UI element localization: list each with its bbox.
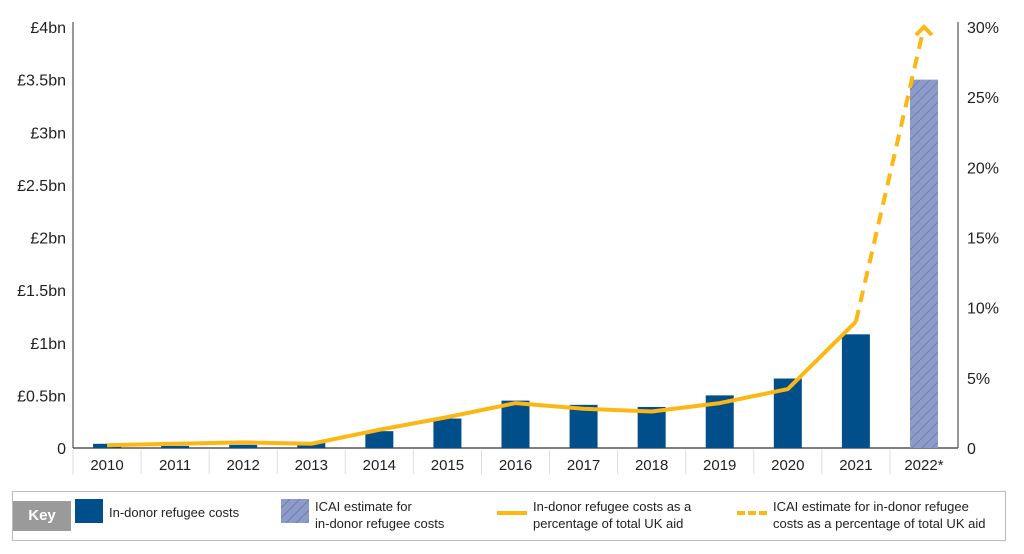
left-tick-label: £3bn bbox=[30, 125, 66, 142]
bar bbox=[161, 445, 190, 448]
right-tick-label: 15% bbox=[967, 231, 999, 248]
bar bbox=[433, 418, 462, 448]
x-tick-label: 2011 bbox=[159, 457, 191, 474]
legend-label: ICAI estimate for in-donor refugee costs… bbox=[773, 499, 986, 531]
arrowhead-icon bbox=[914, 24, 934, 37]
right-tick-label: 20% bbox=[967, 160, 999, 177]
legend-title: Key bbox=[13, 501, 71, 531]
left-tick-label: £2bn bbox=[30, 231, 66, 248]
x-tick-label: 2014 bbox=[363, 457, 396, 474]
bar bbox=[569, 404, 598, 448]
legend-swatch-bar bbox=[75, 499, 103, 523]
legend-swatch-estimate bbox=[281, 499, 309, 523]
x-tick-label: 2019 bbox=[703, 457, 736, 474]
left-tick-label: £3.5bn bbox=[17, 73, 66, 90]
legend: Key In-donor refugee costs ICAI estimate… bbox=[12, 491, 1006, 541]
x-tick-label: 2021 bbox=[839, 457, 872, 474]
bar bbox=[501, 400, 530, 448]
left-tick-label: £4bn bbox=[30, 20, 66, 37]
x-tick-label: 2016 bbox=[499, 457, 532, 474]
left-tick-label: £2.5bn bbox=[17, 178, 66, 195]
x-tick-label: 2022* bbox=[904, 457, 943, 474]
bar bbox=[841, 334, 870, 448]
chart: 0 £0.5bn £1bn £1.5bn £2bn £2.5bn £3bn £3.5bn £4b… bbox=[17, 20, 999, 474]
x-tick-label: 2015 bbox=[431, 457, 464, 474]
right-tick-label: 25% bbox=[967, 90, 999, 107]
x-tick-label: 2017 bbox=[567, 457, 600, 474]
bar bbox=[229, 444, 258, 448]
bar bbox=[365, 431, 394, 448]
x-tick-label: 2020 bbox=[771, 457, 804, 474]
legend-label: In-donor refugee costs bbox=[109, 505, 240, 520]
right-tick-label: 30% bbox=[967, 20, 999, 37]
percentage-line bbox=[106, 320, 858, 448]
bar bbox=[637, 406, 666, 448]
right-tick-label: 10% bbox=[967, 301, 999, 318]
bar bbox=[93, 443, 122, 448]
right-tick-label: 5% bbox=[967, 371, 990, 388]
x-tick-label: 2010 bbox=[90, 457, 123, 474]
legend-label: In-donor refugee costs as a percentage o… bbox=[533, 499, 692, 531]
left-tick-label: £0.5bn bbox=[17, 388, 66, 405]
legend-swatch-line bbox=[497, 511, 527, 515]
x-tick-label: 2018 bbox=[635, 457, 668, 474]
estimate-percentage-line bbox=[853, 26, 926, 323]
right-tick-label: 0 bbox=[967, 441, 976, 458]
left-tick-label: £1bn bbox=[30, 336, 66, 353]
x-tick-label: 2013 bbox=[295, 457, 328, 474]
left-tick-label: £1.5bn bbox=[17, 283, 66, 300]
x-tick-label: 2012 bbox=[227, 457, 260, 474]
estimate-bar bbox=[909, 79, 938, 448]
legend-swatch-dashed-line bbox=[737, 511, 767, 515]
legend-label: ICAI estimate for in-donor refugee costs bbox=[315, 499, 445, 531]
left-tick-label: 0 bbox=[57, 441, 66, 458]
